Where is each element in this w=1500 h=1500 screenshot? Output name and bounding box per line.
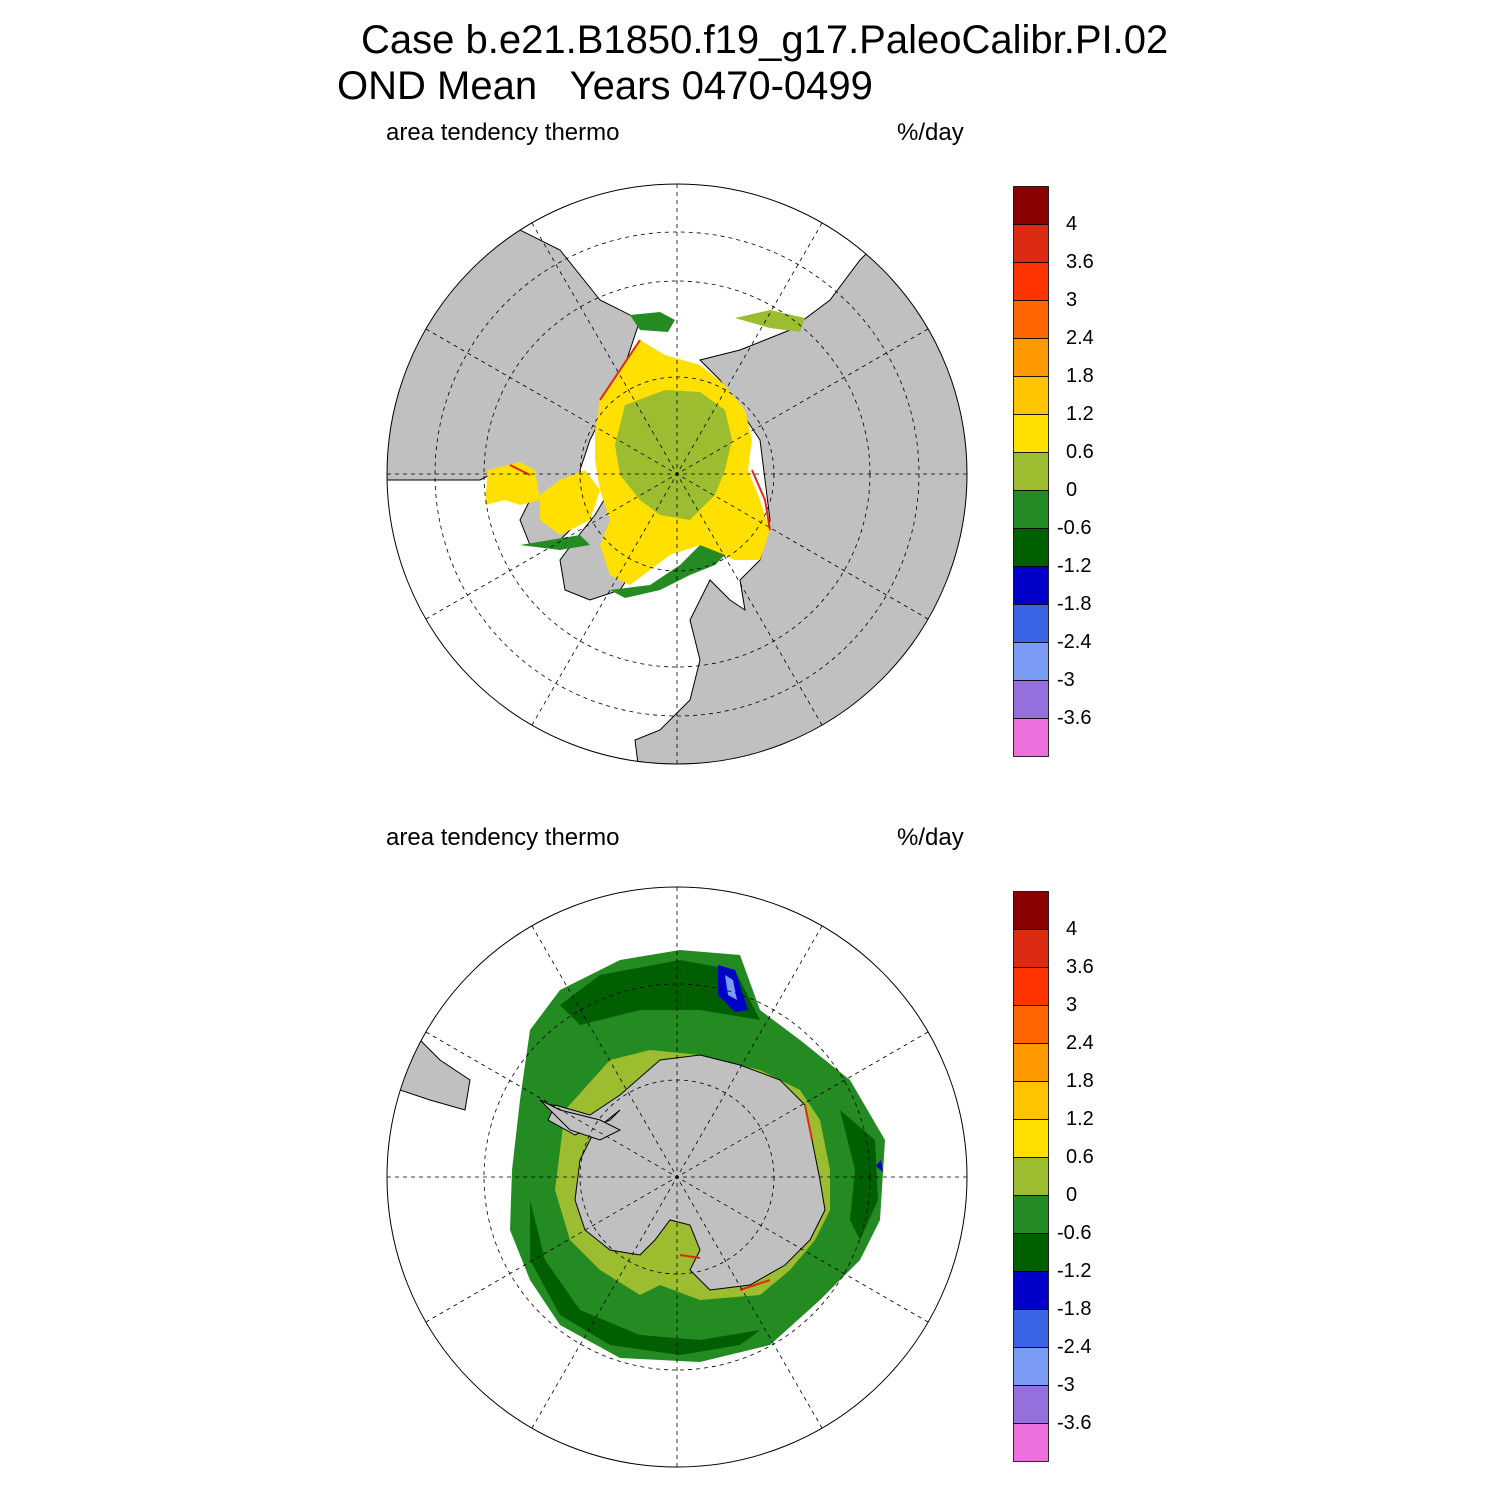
sh-map-border (386, 886, 968, 1468)
nh-colorbar-box (1013, 300, 1049, 339)
nh-colorbar-label: 3.6 (1066, 251, 1094, 273)
sh-blue-dot (876, 1160, 883, 1172)
figure-title-line2: OND Mean Years 0470-0499 (337, 64, 873, 108)
nh-colorbar-box (1013, 376, 1049, 415)
nh-units-label: %/day (897, 119, 964, 146)
nh-green-band1 (520, 535, 590, 550)
nh-colorbar-box (1013, 186, 1049, 225)
nh-canada-yellow (540, 470, 600, 535)
nh-colorbar-label: -1.2 (1057, 555, 1092, 577)
nh-colorbar-label: 3 (1066, 289, 1078, 311)
nh-colorbar-label: -3.6 (1057, 707, 1092, 729)
sh-coast-red (679, 1104, 813, 1291)
sh-ice-darkgreen1 (560, 960, 760, 1025)
sh-colorbar-box (1013, 1309, 1049, 1348)
sh-lightblue-patch (725, 975, 737, 1000)
nh-colorbar-box (1013, 528, 1049, 567)
sh-ice-darkgreen3 (840, 1110, 878, 1240)
nh-colorbar-box (1013, 338, 1049, 377)
nh-map (387, 184, 967, 764)
sh-ice-darkgreen2 (530, 1200, 760, 1355)
nh-map-border (386, 183, 968, 765)
nh-colorbar-box (1013, 566, 1049, 605)
sh-colorbar-box (1013, 1157, 1049, 1196)
sh-left-label: area tendency thermo (386, 824, 620, 851)
nh-colorbar-box (1013, 604, 1049, 643)
nh-colorbar-box (1013, 414, 1049, 453)
sh-colorbar-box (1013, 891, 1049, 930)
sh-colorbar-label: -3.6 (1057, 1412, 1092, 1434)
sh-colorbar-label: 3.6 (1066, 956, 1094, 978)
nh-colorbar-label: -1.8 (1057, 593, 1092, 615)
sh-colorbar-label: -3 (1057, 1374, 1075, 1396)
sh-colorbar-label: 4 (1066, 918, 1078, 940)
sh-colorbar-label: -2.4 (1057, 1336, 1092, 1358)
sh-colorbar-box (1013, 1119, 1049, 1158)
sh-colorbar-label: 0.6 (1066, 1146, 1094, 1168)
sh-graticule (387, 887, 967, 1467)
nh-colorbar-box (1013, 224, 1049, 263)
nh-colorbar-label: -2.4 (1057, 631, 1092, 653)
sh-colorbar-label: -1.2 (1057, 1260, 1092, 1282)
sh-colorbar-box (1013, 929, 1049, 968)
nh-colorbar-label: 2.4 (1066, 327, 1094, 349)
sh-colorbar-label: 2.4 (1066, 1032, 1094, 1054)
nh-graticule (387, 184, 967, 764)
nh-colorbar-box (1013, 680, 1049, 719)
sh-colorbar (1013, 891, 1049, 1462)
sh-colorbar-box (1013, 1005, 1049, 1044)
sh-colorbar-label: -0.6 (1057, 1222, 1092, 1244)
nh-ice-olive (615, 390, 732, 520)
sh-colorbar-label: 1.2 (1066, 1108, 1094, 1130)
sh-colorbar-box (1013, 1081, 1049, 1120)
sh-colorbar-box (1013, 1385, 1049, 1424)
nh-red-edge (509, 339, 771, 531)
nh-green-band2 (610, 545, 725, 598)
sh-colorbar-label: 3 (1066, 994, 1078, 1016)
nh-colorbar-box (1013, 642, 1049, 681)
sh-colorbar-label: 1.8 (1066, 1070, 1094, 1092)
sh-colorbar-box (1013, 1347, 1049, 1386)
sh-units-label: %/day (897, 824, 964, 851)
sh-colorbar-label: -1.8 (1057, 1298, 1092, 1320)
nh-colorbar-box (1013, 452, 1049, 491)
sh-map (387, 887, 967, 1467)
sh-colorbar-box (1013, 1195, 1049, 1234)
nh-colorbar-label: 0.6 (1066, 441, 1094, 463)
nh-colorbar-label: -0.6 (1057, 517, 1092, 539)
nh-colorbar-label: 1.2 (1066, 403, 1094, 425)
sh-peninsula-land (539, 1099, 622, 1141)
nh-colorbar-label: 4 (1066, 213, 1078, 235)
nh-colorbar-box (1013, 490, 1049, 529)
sh-colorbar-box (1013, 1423, 1049, 1462)
sh-colorbar-box (1013, 967, 1049, 1006)
nh-colorbar-box (1013, 718, 1049, 757)
nh-colorbar-label: -3 (1057, 669, 1075, 691)
figure-title-line1: Case b.e21.B1850.f19_g17.PaleoCalibr.PI.… (361, 18, 1169, 62)
nh-colorbar-label: 0 (1066, 479, 1078, 501)
nh-left-label: area tendency thermo (386, 119, 620, 146)
sh-colorbar-label: 0 (1066, 1184, 1078, 1206)
sh-colorbar-box (1013, 1043, 1049, 1082)
sh-colorbar-box (1013, 1271, 1049, 1310)
nh-bering-green (630, 312, 675, 332)
sh-colorbar-box (1013, 1233, 1049, 1272)
nh-colorbar (1013, 186, 1049, 757)
nh-colorbar-label: 1.8 (1066, 365, 1094, 387)
nh-colorbar-box (1013, 262, 1049, 301)
